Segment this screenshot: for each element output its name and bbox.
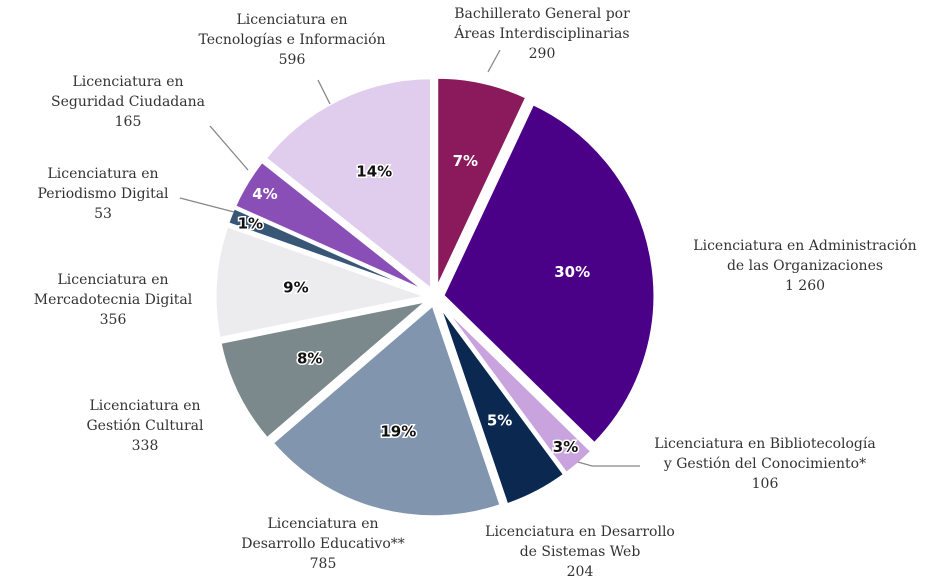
pie-slice: [270, 302, 504, 519]
slice-label: Licenciatura en Desarrollo Educativo** 785: [241, 516, 405, 572]
slice-label: Licenciatura en Bibliotecología y Gestión…: [654, 436, 875, 492]
pie-slice: [213, 223, 433, 341]
percent-label: 4%: [252, 185, 277, 203]
category-label: Licenciatura en Desarrollo de Sistemas We…: [485, 524, 675, 560]
slice-label: Licenciatura en Tecnologías e Información…: [198, 12, 385, 68]
percent-label: 9%: [283, 278, 308, 296]
percent-label: 7%: [453, 152, 478, 170]
pie-slice: [218, 297, 434, 441]
pie-slice: [263, 76, 434, 293]
leader-line: [209, 125, 249, 171]
slice-label: Licenciatura en Gestión Cultural 338: [86, 398, 204, 454]
value-label: 1 260: [785, 278, 825, 294]
slice-label: Licenciatura en Administración de las Org…: [693, 238, 916, 294]
percent-label: 30%: [554, 263, 590, 281]
category-label: Licenciatura en Bibliotecología y Gestión…: [654, 436, 875, 472]
percent-label: 5%: [487, 412, 512, 430]
category-label: Licenciatura en Tecnologías e Información: [198, 12, 385, 48]
category-label: Licenciatura en Seguridad Ciudadana: [51, 74, 205, 110]
slice-label: Licenciatura en Mercadotecnia Digital 356: [34, 272, 193, 328]
percent-label: 8%: [297, 349, 322, 367]
value-label: 596: [279, 52, 306, 68]
percent-label: 14%: [356, 162, 392, 180]
value-label: 165: [115, 114, 142, 130]
slice-label: Licenciatura en Seguridad Ciudadana 165: [51, 74, 205, 130]
pie-slice: [435, 75, 529, 290]
category-label: Licenciatura en Mercadotecnia Digital: [34, 272, 193, 308]
pie-slice: [437, 303, 567, 507]
category-label: Licenciatura en Desarrollo Educativo**: [241, 516, 405, 552]
percent-label: 3%: [553, 438, 578, 456]
percent-label: 19%: [380, 423, 416, 441]
value-label: 204: [567, 564, 594, 580]
leader-line: [487, 49, 501, 73]
category-label: Licenciatura en Administración de las Org…: [693, 238, 916, 274]
category-label: Licenciatura en Periodismo Digital: [37, 166, 169, 202]
category-label: Bachillerato General por Áreas Interdisci…: [453, 6, 630, 42]
category-label: Licenciatura en Gestión Cultural: [86, 398, 204, 434]
leader-line: [179, 197, 235, 213]
leader-line: [577, 461, 640, 467]
value-label: 290: [529, 46, 556, 62]
slice-label: Licenciatura en Desarrollo de Sistemas We…: [485, 524, 675, 580]
leader-line: [317, 79, 331, 105]
value-label: 785: [310, 556, 337, 572]
value-label: 338: [132, 438, 159, 454]
value-label: 356: [100, 312, 127, 328]
pie-slice: [441, 101, 657, 446]
slice-label: Licenciatura en Periodismo Digital 53: [37, 166, 169, 222]
slice-label: Bachillerato General por Áreas Interdisci…: [453, 6, 630, 62]
value-label: 106: [752, 476, 779, 492]
value-label: 53: [94, 206, 112, 222]
pie-slice: [232, 159, 430, 295]
